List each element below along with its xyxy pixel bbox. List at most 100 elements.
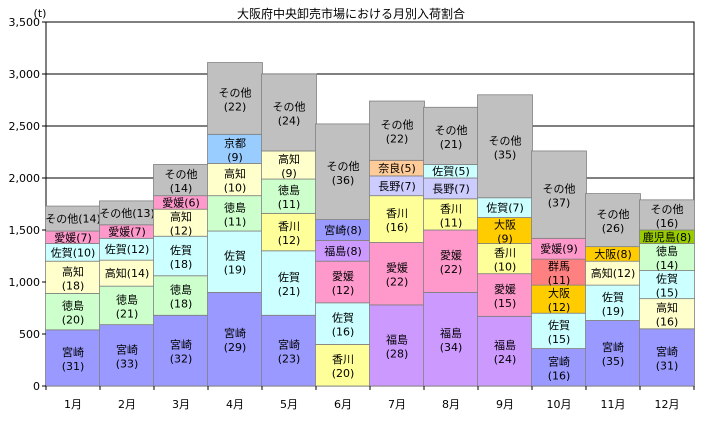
bar-stack: 宮崎(16) 佐賀(15) 大阪(12) 群馬(11) 愛媛(9) その他(37) [531, 150, 587, 387]
bar-segment [639, 243, 695, 271]
segment-pct-label: (18) [62, 279, 85, 292]
y-tick-label: 3,000 [9, 68, 41, 81]
segment-name-label: 高知 [278, 152, 300, 166]
segment-name-label: 福島 [440, 326, 462, 340]
segment-label: 奈良(5) [378, 161, 416, 175]
bar-segment [477, 243, 533, 275]
segment-pct-label: (19) [224, 264, 247, 277]
bar-segment [315, 123, 371, 220]
bar-stack: 福島(28)愛媛(22)香川(16)長野(7)奈良(5)その他(22) [369, 100, 425, 387]
segment-pct-label: (22) [440, 263, 463, 276]
segment-name-label: 高知 [170, 210, 192, 224]
segment-name-label: その他 [489, 134, 522, 147]
segment-name-label: その他 [435, 124, 468, 137]
segment-name-label: その他 [327, 160, 360, 173]
segment-pct-label: (18) [170, 298, 193, 311]
bar-segment [153, 235, 209, 277]
bar-stack: 福島(34) 愛媛(22) 香川(11) 長野(7) 佐賀(5) その他(21) [423, 106, 479, 387]
segment-pct-label: (16) [548, 369, 571, 382]
segment-name-label: 徳島 [224, 200, 246, 214]
segment-name-label: 宮崎 [602, 340, 624, 354]
segment-name-label: 京都 [224, 136, 246, 150]
segment-pct-label: (31) [656, 359, 679, 372]
segment-label: 愛媛(7) [54, 230, 92, 244]
segment-pct-label: (20) [62, 314, 85, 327]
segment-name-label: 愛媛 [386, 261, 408, 275]
segment-name-label: 高知 [62, 264, 84, 278]
segment-name-label: 大阪 [494, 218, 516, 232]
segment-label: 大阪(8) [594, 247, 632, 261]
bar-segment [153, 314, 209, 387]
segment-name-label: 佐賀 [278, 270, 300, 284]
bar-segment [639, 328, 695, 387]
x-tick-label: 7月 [388, 398, 406, 411]
bar-segment [639, 298, 695, 330]
x-tick-label: 6月 [334, 398, 352, 411]
segment-pct-label: (12) [548, 301, 571, 314]
bar-stack: 宮崎(32)徳島(18)佐賀(18)高知(12)愛媛(6)その他(14) [153, 164, 209, 387]
bar-segment [585, 284, 641, 321]
segment-pct-label: (11) [548, 274, 571, 287]
segment-name-label: 愛媛 [332, 269, 354, 283]
bar-segment [261, 178, 317, 214]
segment-label: 佐賀(10) [51, 245, 96, 259]
segment-pct-label: (32) [170, 353, 193, 366]
segment-pct-label: (11) [278, 198, 301, 211]
segment-name-label: 宮崎 [170, 338, 192, 352]
bar-segment [369, 100, 425, 161]
x-tick-label: 11月 [601, 398, 626, 411]
segment-name-label: 福島 [386, 332, 408, 346]
segment-name-label: 徳島 [62, 299, 84, 313]
x-tick-label: 10月 [547, 398, 572, 411]
y-tick-label: 500 [19, 328, 40, 341]
segment-name-label: 佐賀 [548, 318, 570, 332]
bar-segment [99, 324, 155, 387]
segment-pct-label: (14) [170, 182, 193, 195]
segment-name-label: その他 [273, 100, 306, 113]
segment-pct-label: (15) [656, 287, 679, 300]
segment-name-label: その他 [219, 86, 252, 99]
segment-label: 愛媛(7) [108, 225, 146, 239]
bar-segment [531, 150, 587, 239]
bar-segment [99, 285, 155, 326]
bar-segment [315, 260, 371, 304]
y-tick-label: 1,000 [9, 276, 41, 289]
segment-pct-label: (18) [170, 258, 193, 271]
segment-pct-label: (37) [548, 197, 571, 210]
chart-title: 大阪府中央卸売市場における月別入荷割合 [237, 6, 465, 21]
bar-stack: 香川(20) 佐賀(16) 愛媛(12) 福島(8) 宮崎(8) その他(36) [315, 123, 371, 387]
bar-segment [369, 195, 425, 243]
segment-pct-label: (20) [332, 367, 355, 380]
segment-name-label: 宮崎 [656, 344, 678, 358]
segment-name-label: 宮崎 [116, 342, 138, 356]
segment-name-label: 宮崎 [62, 345, 84, 359]
bar-stack: 宮崎(23) 佐賀(21) 香川(12) 徳島(11) 高知(9) その他(24) [261, 73, 317, 387]
segment-name-label: 佐賀 [170, 243, 192, 257]
x-tick-label: 8月 [442, 398, 460, 411]
bar-segment [207, 230, 263, 293]
x-tick-label: 12月 [655, 398, 680, 411]
bar-segment [477, 315, 533, 387]
segment-name-label: 香川 [440, 202, 462, 215]
segment-label: 高知(14) [105, 266, 150, 280]
segment-name-label: 宮崎 [278, 338, 300, 352]
segment-pct-label: (22) [224, 100, 247, 113]
segment-pct-label: (21) [440, 138, 463, 151]
segment-pct-label: (21) [278, 285, 301, 298]
x-tick-label: 2月 [118, 398, 136, 411]
x-tick-label: 9月 [496, 398, 514, 411]
segment-name-label: 徳島 [278, 183, 300, 197]
segment-pct-label: (29) [224, 341, 247, 354]
bar-segment [99, 259, 155, 287]
bar-segment [585, 320, 641, 387]
segment-pct-label: (12) [332, 284, 355, 297]
segment-name-label: 愛媛 [494, 282, 516, 296]
bar-segment [585, 193, 641, 248]
segment-label: 愛媛(9) [540, 242, 578, 256]
segment-pct-label: (12) [278, 234, 301, 247]
segment-name-label: 愛媛 [440, 248, 462, 262]
bar-segment [261, 250, 317, 316]
bar-stack: 福島(24) 愛媛(15) 香川(10) 大阪(9) 佐賀(7) その他(35) [477, 94, 533, 387]
x-tick-label: 3月 [172, 398, 190, 411]
